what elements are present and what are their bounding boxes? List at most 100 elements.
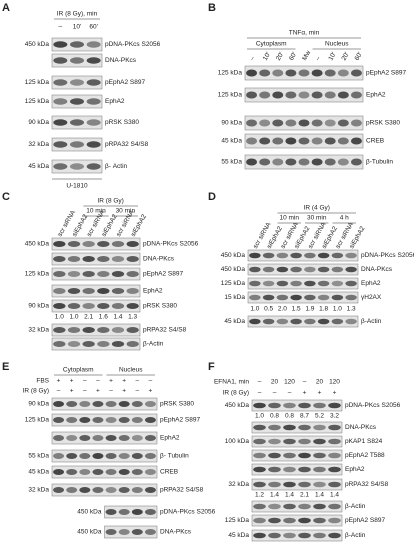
band — [298, 402, 311, 409]
band — [253, 532, 266, 539]
band — [337, 119, 349, 127]
condition-value: + — [70, 378, 74, 385]
band — [285, 119, 297, 127]
band — [131, 435, 143, 441]
band — [253, 402, 266, 409]
band — [350, 91, 362, 99]
band — [331, 318, 344, 325]
header: TNFα, min — [289, 30, 320, 37]
quantification: 1.8 — [319, 306, 328, 313]
band — [144, 469, 156, 475]
band — [92, 453, 104, 459]
condition-value: – — [83, 388, 87, 395]
row-label: pEphA2 S897 — [105, 79, 146, 86]
band — [67, 256, 81, 262]
band — [337, 69, 349, 77]
kda-label: 90 kDa — [28, 401, 49, 408]
row-label: EphA2 — [160, 435, 180, 442]
band — [105, 529, 117, 535]
row-label: DNA-PKcs — [160, 529, 192, 536]
lane-label: 60' — [288, 51, 298, 62]
band — [268, 466, 281, 473]
band — [324, 119, 336, 127]
band — [324, 137, 336, 145]
band — [131, 453, 143, 459]
quantification: 0.5 — [264, 306, 273, 313]
band — [317, 318, 330, 325]
band — [285, 69, 297, 77]
quantification: 1.6 — [99, 314, 108, 321]
band — [111, 241, 125, 247]
band — [328, 424, 341, 431]
header: Nucleus — [325, 41, 349, 48]
band — [317, 252, 330, 259]
condition-name: EFNA1, min — [214, 379, 249, 386]
band — [66, 401, 78, 407]
band — [268, 532, 281, 539]
kda-label: 125 kDa — [25, 98, 50, 105]
condition-value: – — [109, 388, 113, 395]
kda-label: 32 kDa — [28, 327, 49, 334]
condition-value: – — [258, 390, 262, 397]
condition-value: + — [318, 390, 322, 397]
lane-label: – — [59, 24, 63, 31]
quantification: 1.0 — [250, 306, 259, 313]
band — [67, 341, 81, 347]
band — [79, 401, 91, 407]
quantification: 1.9 — [305, 306, 314, 313]
band — [345, 266, 357, 273]
band — [304, 252, 316, 259]
lane-label: 10' — [262, 51, 272, 62]
header: Cytoplasm — [256, 41, 287, 48]
quantification: 1.2 — [255, 492, 264, 499]
band — [350, 158, 362, 166]
row-label: pRPA32 S4/S8 — [345, 481, 389, 488]
band — [313, 402, 326, 409]
band — [311, 69, 323, 77]
band — [298, 91, 310, 99]
row-label: pEphA2 S897 — [345, 517, 386, 524]
blot — [51, 397, 158, 411]
blot — [51, 465, 158, 479]
header: Cytoplasm — [63, 367, 94, 374]
blot — [251, 449, 343, 462]
lane-label: 20' — [275, 51, 285, 62]
band — [118, 529, 130, 535]
band — [259, 119, 271, 127]
header: 30 min — [116, 208, 136, 215]
band — [268, 452, 281, 459]
band — [268, 517, 281, 524]
row-label: β- Tubulin — [160, 453, 189, 460]
condition-value: – — [83, 378, 87, 385]
row-label: DNA-PKcs — [345, 424, 377, 431]
band — [86, 57, 101, 64]
band — [53, 417, 65, 423]
band — [92, 487, 104, 493]
band — [105, 469, 117, 475]
kda-label: 125 kDa — [25, 417, 50, 424]
kda-label: 125 kDa — [25, 271, 50, 278]
band — [276, 318, 289, 325]
band — [313, 517, 326, 524]
band — [249, 294, 261, 301]
quantification: 2.0 — [278, 306, 287, 313]
band — [86, 79, 101, 86]
band — [111, 327, 125, 333]
band — [53, 41, 68, 48]
band — [337, 158, 349, 166]
quantification: 5.2 — [315, 413, 324, 420]
band — [283, 466, 296, 473]
band — [97, 303, 110, 309]
blot — [251, 478, 343, 491]
band — [118, 401, 130, 407]
band — [126, 271, 139, 277]
band — [331, 294, 344, 301]
condition-value: + — [109, 378, 113, 385]
row-label: pEphA2 S897 — [366, 70, 407, 77]
header: 10 min — [279, 215, 299, 222]
band — [272, 158, 284, 166]
condition-value: – — [57, 388, 61, 395]
condition-value: – — [258, 379, 262, 386]
band — [283, 517, 296, 524]
